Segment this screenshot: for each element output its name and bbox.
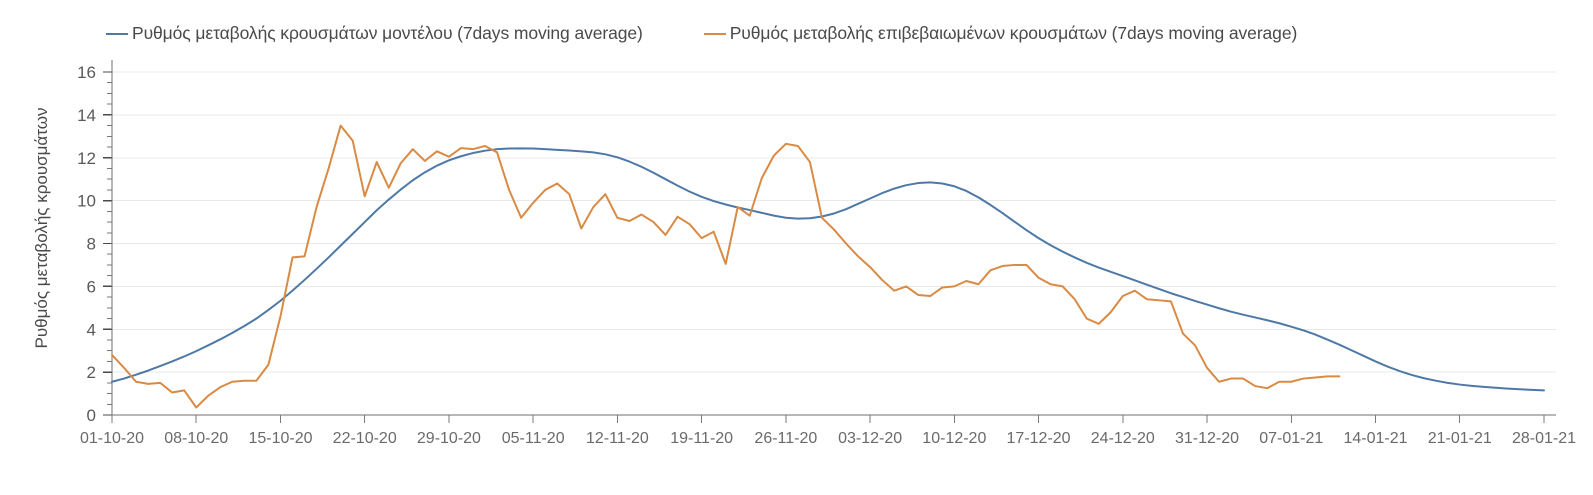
legend-label-confirmed: Ρυθμός μεταβολής επιβεβαιωμένων κρουσμάτ… bbox=[729, 22, 1298, 43]
x-tick-label: 12-11-20 bbox=[586, 430, 649, 447]
legend-label-model: Ρυθμός μεταβολής κρουσμάτων μοντέλου (7d… bbox=[132, 22, 643, 43]
x-tick-label: 10-12-20 bbox=[922, 430, 986, 447]
x-tick-label: 19-11-20 bbox=[670, 430, 733, 447]
series-line-model bbox=[111, 147, 1545, 392]
y-tick-label: 8 bbox=[87, 235, 96, 254]
legend-swatch-model-icon bbox=[106, 33, 128, 35]
legend-item-model[interactable]: Ρυθμός μεταβολής κρουσμάτων μοντέλου (7d… bbox=[106, 23, 643, 44]
x-tick-label: 21-01-21 bbox=[1428, 430, 1492, 447]
x-tick-label: 14-01-21 bbox=[1343, 430, 1407, 447]
x-tick-label: 26-11-20 bbox=[754, 430, 817, 447]
series-line-confirmed bbox=[111, 124, 1341, 409]
x-tick-label: 22-10-20 bbox=[333, 430, 397, 447]
x-tick-label: 31-12-20 bbox=[1175, 430, 1239, 447]
y-tick-label: 6 bbox=[87, 277, 96, 296]
x-tick-label: 29-10-20 bbox=[417, 430, 481, 447]
x-tick-label: 24-12-20 bbox=[1091, 430, 1155, 447]
legend-item-confirmed[interactable]: Ρυθμός μεταβολής επιβεβαιωμένων κρουσμάτ… bbox=[703, 22, 1298, 44]
x-tick-label: 05-11-20 bbox=[502, 430, 565, 447]
line-chart-plot: 0 2 4 6 8 10 12 14 16 01-10-20 08-10-20 15-10-20 22-… bbox=[77, 60, 1576, 447]
y-tick-label: 14 bbox=[77, 106, 96, 125]
x-tick-label: 07-01-21 bbox=[1259, 430, 1323, 447]
x-tick-label: 08-10-20 bbox=[164, 430, 228, 447]
x-tick-label: 28-01-21 bbox=[1512, 430, 1576, 447]
x-tick-label: 17-12-20 bbox=[1007, 430, 1071, 447]
y-tick-label: 10 bbox=[77, 192, 96, 211]
y-tick-label: 12 bbox=[77, 149, 96, 168]
legend-swatch-confirmed-icon bbox=[703, 33, 726, 35]
chart-area: Ρυθμός μεταβολής κρουσμάτων 0 2 4 6 8 10 12 14 1… bbox=[0, 50, 1593, 495]
x-tick-label: 01-10-20 bbox=[80, 430, 144, 447]
x-tick-label: 15-10-20 bbox=[248, 430, 312, 447]
y-tick-label: 16 bbox=[77, 63, 96, 82]
x-tick-label: 03-12-20 bbox=[838, 430, 902, 447]
y-tick-label: 0 bbox=[87, 406, 96, 425]
chart-legend: Ρυθμός μεταβολής κρουσμάτων μοντέλου (7d… bbox=[0, 16, 1593, 50]
y-tick-label: 2 bbox=[87, 363, 96, 382]
y-tick-label: 4 bbox=[87, 320, 96, 339]
